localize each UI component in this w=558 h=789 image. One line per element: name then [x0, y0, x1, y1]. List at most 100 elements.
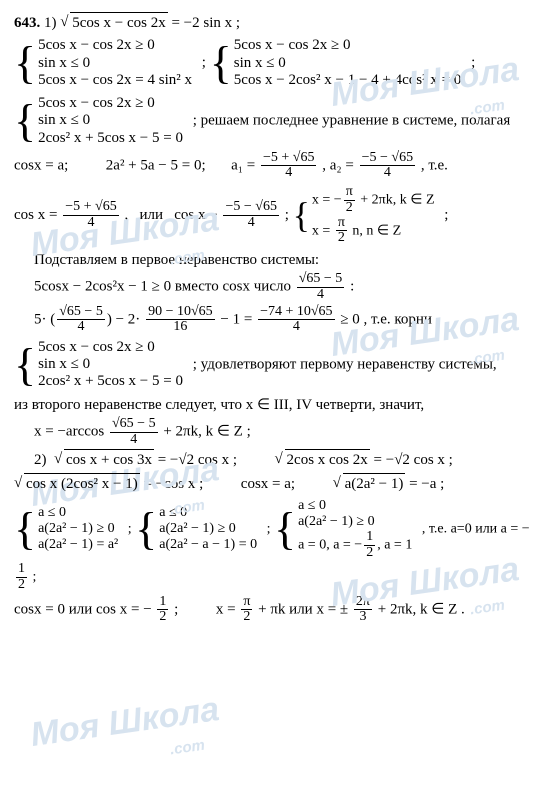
semicolon-4: ;	[444, 207, 448, 223]
line-calc: 5· (√65 − 54) − 2· 90 − 10√6516 − 1 = −7…	[14, 305, 544, 335]
p2s1-r2: a(2a² − 1) ≥ 0	[38, 521, 118, 537]
p2-final-x1b: + πk или x = ±	[258, 601, 348, 617]
sub-ineq: 5cosx − 2cos²x − 1 ≥ 0 вместо cosx число	[34, 279, 291, 295]
system-4: { 5cos x − cos 2x ≥ 0 sin x ≤ 0 2cos² x …	[14, 339, 183, 391]
frac-c1: −5 + √654	[63, 200, 118, 230]
eq-text-1: = −2 sin x ;	[171, 15, 240, 31]
systems-row-1: { 5cos x − cos 2x ≥ 0 sin x ≤ 0 5cos x −…	[14, 35, 544, 91]
sys2-r3: 5cos x − 2cos² x − 1 − 4 + 4cos² x = 0	[234, 72, 462, 89]
system-3: { 5cos x − cos 2x ≥ 0 sin x ≤ 0 2cos² x …	[14, 95, 183, 147]
p2-eq3-tail: = −cos x ;	[143, 476, 203, 492]
page-content: Моя Школа .com Моя Школа .com Моя Школа …	[0, 0, 558, 789]
frac-p2f1: 12	[157, 595, 168, 625]
text-second-ineq: из второго неравенстве следует, что x ∈ …	[14, 395, 544, 415]
p2-final-x1a: x =	[216, 601, 239, 617]
semicolon-3: ;	[285, 207, 289, 223]
frac-p2f3: 2π3	[354, 595, 372, 625]
semicolon-1: ;	[202, 55, 206, 71]
a-tail: , т.е.	[421, 157, 448, 173]
line-roots: cosx = a; 2a² + 5a − 5 = 0; a₁ = −5 + √6…	[14, 151, 544, 181]
a-mid: , a₂ =	[322, 157, 354, 173]
sqrt-p2-2: 2cos x cos 2x	[275, 449, 370, 470]
sol-r1: x = −π2 + 2πk, k ∈ Z	[312, 185, 435, 215]
frac-calc3: −74 + 10√654	[258, 305, 334, 335]
p2-cos-a: cosx = a;	[241, 476, 295, 492]
p2s1-r3: a(2a² − 1) = a²	[38, 537, 118, 553]
p2-final-a: cosx = 0 или cos x = −	[14, 601, 152, 617]
cosx-eq: cos x =	[14, 207, 57, 223]
p2s2-r3: a(2a² − a − 1) = 0	[159, 537, 257, 553]
or-word-1: или	[139, 207, 163, 223]
sol-r2: x = π2 n, n ∈ Z	[312, 216, 435, 246]
sqrt-p2-4: a(2a² − 1)	[333, 473, 406, 494]
sys4-r2: sin x ≤ 0	[38, 356, 183, 373]
frac-a2: −5 − √654	[360, 151, 415, 181]
sys2-r1: 5cos x − cos 2x ≥ 0	[234, 37, 462, 54]
p2-system-3: { a ≤ 0 a(2a² − 1) ≥ 0 a = 0, a = −12, a…	[274, 498, 412, 561]
p2s3-r3: a = 0, a = −12, a = 1	[298, 530, 412, 560]
solve-last-text: ; решаем последнее уравнение в системе, …	[193, 112, 511, 128]
p2-tail-b: ;	[33, 570, 37, 585]
ans1-b: + 2πk, k ∈ Z ;	[163, 424, 250, 440]
frac-calc2: 90 − 10√6516	[146, 305, 215, 335]
frac-a1: −5 + √654	[261, 151, 316, 181]
calc-prefix: 5·	[34, 311, 47, 327]
frac-p2-tail: 12	[16, 562, 27, 592]
p2s2-r1: a ≤ 0	[159, 505, 257, 521]
frac-p2f2: π2	[241, 595, 252, 625]
paren-close-1: )	[107, 311, 112, 327]
system-1: { 5cos x − cos 2x ≥ 0 sin x ≤ 0 5cos x −…	[14, 37, 192, 89]
p2-eq2-tail: = −√2 cos x ;	[374, 452, 453, 468]
watermark-6-sub: .com	[169, 736, 206, 761]
p2-semi-1: ;	[128, 521, 132, 536]
paren-open-1: (	[50, 311, 55, 327]
a-prefix: a₁ =	[231, 157, 255, 173]
satisfy-text: ; удовлетворяют первому неравенству сист…	[193, 356, 497, 372]
comma-or: ,	[124, 207, 135, 223]
system-2: { 5cos x − cos 2x ≥ 0 sin x ≤ 0 5cos x −…	[210, 37, 462, 89]
solution-system: { x = −π2 + 2πk, k ∈ Z x = π2 n, n ∈ Z	[293, 185, 435, 246]
sys3-r2: sin x ≤ 0	[38, 112, 183, 129]
calc-mid1: − 2·	[116, 311, 141, 327]
p2-final-line: cosx = 0 или cos x = − 12 ; x = π2 + πk …	[14, 595, 544, 625]
line-substitute-value: 5cosx − 2cos²x − 1 ≥ 0 вместо cosx число…	[14, 272, 544, 302]
frac-c2: −5 − √654	[223, 200, 278, 230]
sys4-r1: 5cos x − cos 2x ≥ 0	[38, 339, 183, 356]
sys3-r1: 5cos x − cos 2x ≥ 0	[38, 95, 183, 112]
sys3-r3: 2cos² x + 5cos x − 5 = 0	[38, 130, 183, 147]
systems-row-3: { 5cos x − cos 2x ≥ 0 sin x ≤ 0 2cos² x …	[14, 337, 544, 393]
sys1-r1: 5cos x − cos 2x ≥ 0	[38, 37, 192, 54]
quadratic: 2a² + 5a − 5 = 0;	[106, 157, 206, 173]
p2-eq1-tail: = −√2 cos x ;	[158, 452, 237, 468]
p2-semi-2: ;	[267, 521, 271, 536]
line-answer1: x = −arccos √65 − 54 + 2πk, k ∈ Z ;	[14, 417, 544, 447]
p2s3-r1: a ≤ 0	[298, 498, 412, 514]
text-substitute: Подставляем в первое неравенство системы…	[14, 250, 544, 270]
cosx-eq-a: cosx = a;	[14, 157, 68, 173]
line-problem: 643. 1) 5cos x − cos 2x = −2 sin x ;	[14, 12, 544, 33]
colon-sub: :	[350, 279, 354, 295]
sys1-r3: 5cos x − cos 2x = 4 sin² x	[38, 72, 192, 89]
p2-final-b: ;	[174, 601, 178, 617]
p2s1-r1: a ≤ 0	[38, 505, 118, 521]
calc-mid2: − 1 =	[220, 311, 256, 327]
line-p2-2: cos x (2cos² x − 1) = −cos x ; cosx = a;…	[14, 473, 544, 494]
cosx-minus: cos x −	[174, 207, 217, 223]
frac-ans1: √65 − 54	[110, 417, 158, 447]
systems-row-2: { 5cos x − cos 2x ≥ 0 sin x ≤ 0 2cos² x …	[14, 93, 544, 149]
sqrt-p2-1: cos x + cos 3x	[54, 449, 154, 470]
sqrt-p2-3: cos x (2cos² x − 1)	[14, 473, 140, 494]
sys2-r2: sin x ≤ 0	[234, 55, 462, 72]
sys1-r2: sin x ≤ 0	[38, 55, 192, 72]
sqrt-expr-1: 5cos x − cos 2x	[60, 12, 167, 33]
line-p2-1: 2) cos x + cos 3x = −√2 cos x ; 2cos x c…	[14, 449, 544, 470]
p2-system-2: { a ≤ 0 a(2a² − 1) ≥ 0 a(2a² − a − 1) = …	[135, 505, 257, 553]
p2-eq4-tail: = −a ;	[409, 476, 444, 492]
problem-number: 643.	[14, 15, 40, 31]
part2-label: 2)	[34, 452, 47, 468]
watermark-6: Моя Школа	[28, 687, 222, 759]
frac-calc1: √65 − 54	[57, 305, 105, 335]
line-cosx-cases: cos x = −5 + √654 , или cos x − −5 − √65…	[14, 183, 544, 248]
ans1-a: x = −arccos	[34, 424, 104, 440]
p2-system-1: { a ≤ 0 a(2a² − 1) ≥ 0 a(2a² − 1) = a²	[14, 505, 118, 553]
